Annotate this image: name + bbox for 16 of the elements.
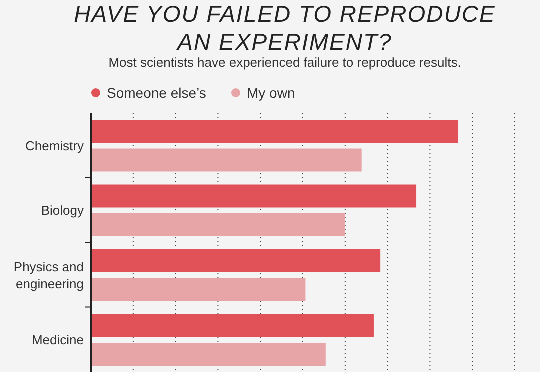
y-tick-label: Chemistry <box>25 138 84 154</box>
chart-subtitle: Most scientists have experienced failure to reproduce results. <box>108 55 462 70</box>
bar <box>91 314 374 338</box>
bar <box>91 214 345 236</box>
y-tick-label: Medicine <box>32 332 84 348</box>
y-tick-label: Physics and engineering <box>14 259 84 292</box>
y-tick-label: Biology <box>41 203 84 218</box>
bar <box>91 184 417 208</box>
legend-label: My own <box>247 85 296 101</box>
chart-title: HAVE YOU FAILED TO REPRODUCE AN EXPERIMENT? <box>74 1 496 55</box>
bar <box>91 343 326 366</box>
bar <box>91 120 458 143</box>
bar <box>91 250 381 272</box>
bar <box>91 278 306 302</box>
legend-label: Someone else’s <box>107 85 206 101</box>
bar <box>91 148 362 172</box>
